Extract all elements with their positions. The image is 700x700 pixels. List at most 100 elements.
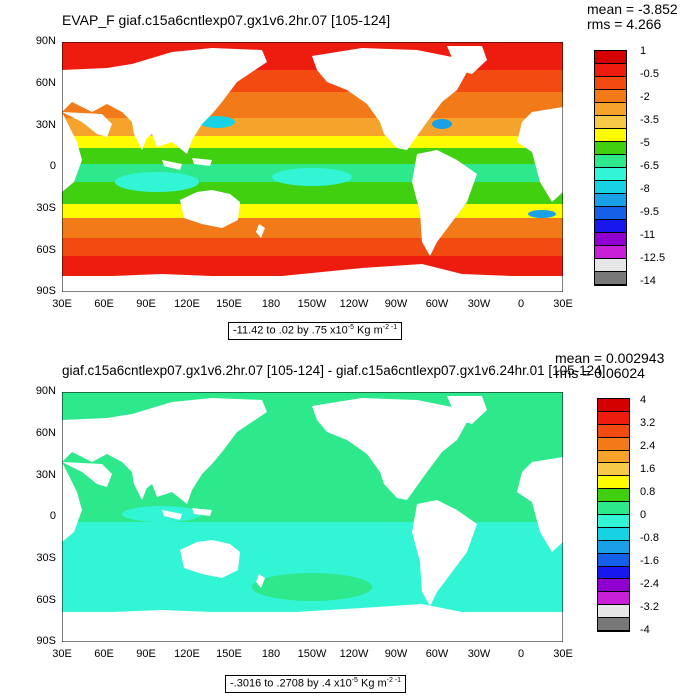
panel1-colorbar-swatch [595, 116, 626, 129]
panel2-colorbar-swatch [598, 515, 629, 528]
panel1-colorbar-swatch [595, 129, 626, 142]
panel2-mean: mean = 0.002943 [555, 350, 665, 366]
panel2-lon-label: 0 [517, 648, 525, 660]
panel2-colorbar-swatch [598, 592, 629, 606]
panel2-colorbar-label: 2.4 [640, 440, 656, 452]
panel1-lat-label: 0 [49, 160, 56, 172]
panel2-colorbar-swatch [598, 489, 629, 503]
panel2-lat-label: 0 [49, 510, 56, 522]
panel1-range-exp: -5 [347, 324, 354, 331]
panel2-colorbar-swatch [598, 579, 629, 593]
panel2-colorbar-label: 0 [640, 509, 647, 521]
panel1-colorbar-swatch [595, 207, 626, 220]
panel2-lon-label: 90E [136, 648, 156, 660]
panel1-range-label: -11.42 to .02 by .75 x10-5 Kg m-2 -1 [228, 322, 403, 340]
panel1-lat-label: 90S [36, 285, 56, 297]
panel1-range-text: -11.42 to .02 by .75 x10 [233, 324, 348, 337]
panel1-colorbar-swatch [595, 194, 626, 207]
panel1-lon-label: 30W [467, 298, 491, 310]
panel1-lat-label: 30N [35, 119, 56, 131]
panel1-colorbar-swatch [595, 103, 626, 116]
panel2-colorbar-swatch [598, 618, 629, 632]
panel1-colorbar-label: -9.5 [640, 206, 659, 218]
panel2-lon-label: 120W [339, 648, 369, 660]
panel1-colorbar-swatch [595, 168, 626, 181]
panel2-colorbar-label: 1.6 [640, 463, 656, 475]
panel1-lat-label: 30S [36, 202, 56, 214]
panel1-colorbar-swatch [595, 259, 626, 272]
panel2-lon-label: 120E [174, 648, 200, 660]
panel2-lat-label: 60N [35, 427, 56, 439]
panel2-range-units: Kg m [357, 677, 387, 690]
panel2-range-text: -.3016 to .2708 by .4 x10 [230, 677, 352, 690]
panel1-colorbar-label: -5 [640, 137, 650, 149]
panel2-colorbar-label: -0.8 [640, 532, 659, 544]
panel2-colorbar-swatch [598, 463, 629, 477]
panel1-colorbar-swatch [595, 77, 626, 90]
panel2-lon-label: 90W [384, 648, 408, 660]
panel2-colorbar-swatch [598, 476, 629, 490]
panel1-lat-label: 90N [35, 35, 56, 47]
panel1-lon-label: 90E [136, 298, 156, 310]
panel2-lon-label: 30W [467, 648, 491, 660]
panel1-colorbar-label: -3.5 [640, 114, 659, 126]
panel2-range-label: -.3016 to .2708 by .4 x10-5 Kg m-2 -1 [225, 675, 407, 693]
panel2-colorbar-swatch [598, 605, 629, 619]
panel2-lon-label: 60E [94, 648, 114, 660]
panel2-lon-label: 150W [297, 648, 327, 660]
panel1-colorbar-label: -8 [640, 183, 650, 195]
panel1-colorbar-label: -2 [640, 91, 650, 103]
panel1-lon-label: 30E [553, 298, 573, 310]
panel2-lon-label: 60W [425, 648, 449, 660]
panel1-colorbar-label: -0.5 [640, 68, 659, 80]
panel2-colorbar-label: -4 [640, 624, 650, 636]
panel2-lon-label: 150E [216, 648, 242, 660]
panel2-colorbar-label: 4 [640, 394, 647, 406]
panel2-lat-label: 60S [36, 594, 56, 606]
panel2-range-units-exp: -2 -1 [386, 677, 402, 684]
panel1-map [62, 42, 563, 292]
panel1-colorbar-label: -6.5 [640, 160, 659, 172]
panel1-lon-label: 90W [384, 298, 408, 310]
panel1-colorbar [594, 50, 627, 286]
panel1-colorbar-label: -14 [640, 275, 656, 287]
panel2-rms: rms = 0.06024 [555, 365, 645, 381]
panel2-colorbar-swatch [598, 399, 629, 412]
panel2-lon-label: 180 [261, 648, 281, 660]
panel1-title: EVAP_F giaf.c15a6cntlexp07.gx1v6.2hr.07 … [62, 12, 391, 28]
panel2-colorbar-swatch [598, 527, 629, 541]
panel2-colorbar [597, 398, 630, 632]
panel2-lat-label: 30N [35, 469, 56, 481]
panel1-range-units: Kg m [354, 324, 383, 337]
panel2-title: giaf.c15a6cntlexp07.gx1v6.2hr.07 [105-12… [62, 363, 606, 378]
panel1-lon-label: 150E [216, 298, 242, 310]
panel1-lon-label: 60W [425, 298, 449, 310]
panel1-colorbar-swatch [595, 272, 626, 285]
panel1-lat-label: 60N [35, 77, 56, 89]
panel1-rms: rms = 4.266 [587, 16, 662, 32]
panel1-lon-label: 0 [517, 298, 525, 310]
panel1-lon-label: 30E [52, 298, 72, 310]
panel1-lon-label: 120W [339, 298, 369, 310]
panel1-colorbar-swatch [595, 246, 626, 259]
panel2-colorbar-swatch [598, 411, 629, 425]
panel2-colorbar-swatch [598, 566, 629, 580]
panel2-map [62, 392, 563, 642]
panel2-colorbar-swatch [598, 502, 629, 516]
panel1-lon-label: 60E [94, 298, 114, 310]
panel2-colorbar-swatch [598, 437, 629, 451]
panel1-colorbar-label: -12.5 [640, 252, 666, 264]
panel2-colorbar-label: -3.2 [640, 601, 659, 613]
panel1-lon-label: 120E [174, 298, 200, 310]
panel1-lon-label: 180 [261, 298, 281, 310]
panel2-lon-label: 30E [553, 648, 573, 660]
panel2-lon-label: 30E [52, 648, 72, 660]
panel1-lon-label: 150W [297, 298, 327, 310]
panel1-colorbar-label: 1 [640, 45, 647, 57]
panel2-range-exp: -5 [351, 677, 358, 684]
panel2-lat-label: 90N [35, 385, 56, 397]
panel2-colorbar-swatch [598, 540, 629, 554]
panel1-colorbar-swatch [595, 90, 626, 103]
panel1-mean: mean = -3.852 [587, 1, 678, 17]
panel2-colorbar-swatch [598, 553, 629, 567]
